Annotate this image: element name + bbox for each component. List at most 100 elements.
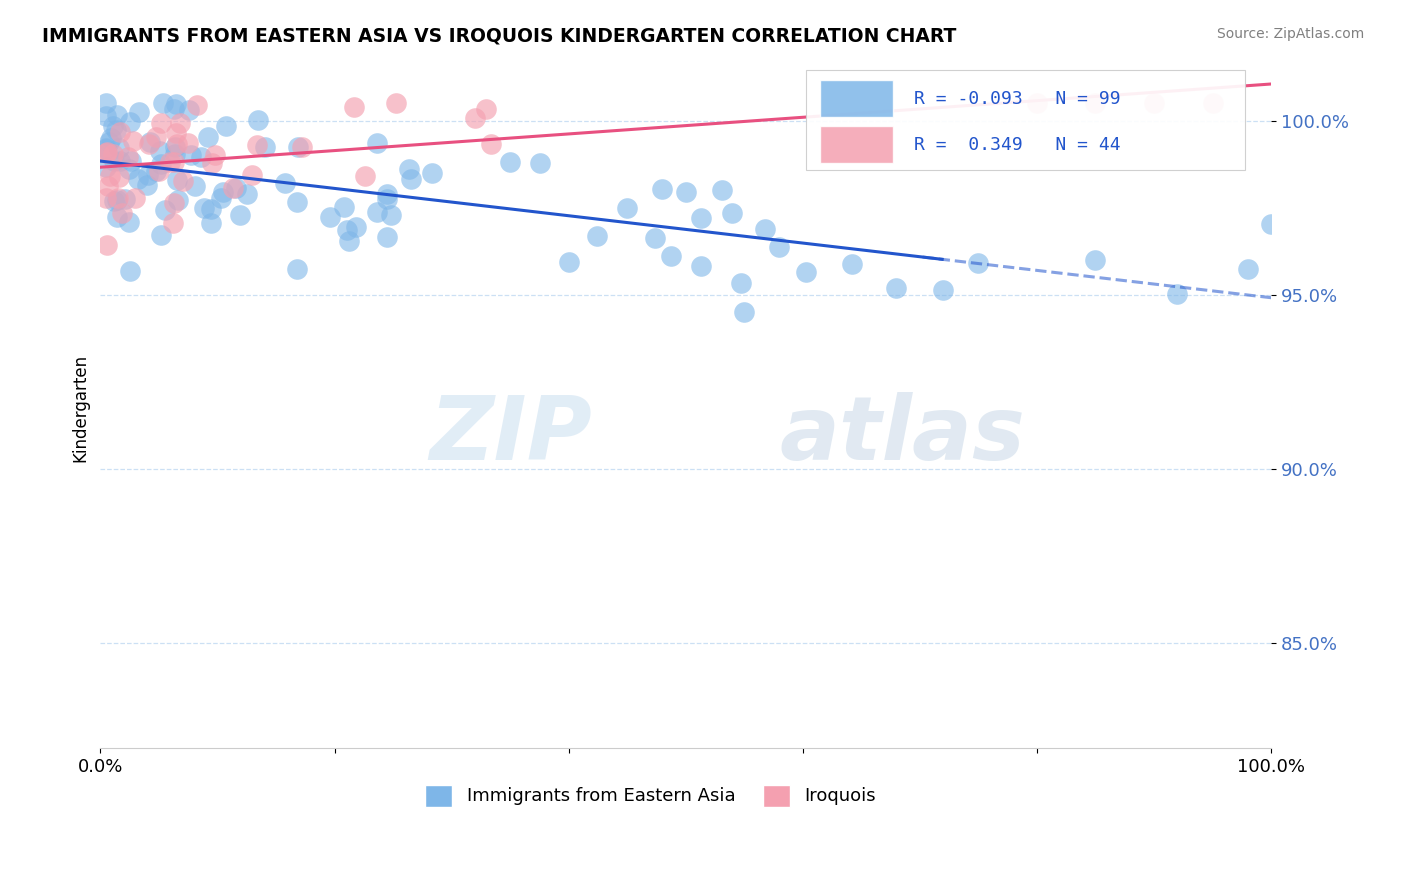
Point	[711, 183, 734, 197]
Point	[1260, 217, 1282, 231]
Point	[675, 185, 697, 199]
Point	[246, 113, 269, 128]
Point	[240, 168, 263, 182]
Point	[111, 206, 134, 220]
Point	[186, 98, 208, 112]
Point	[104, 122, 127, 136]
Point	[768, 240, 790, 254]
Point	[274, 176, 297, 190]
Point	[1166, 287, 1188, 301]
Point	[385, 96, 408, 111]
Point	[229, 208, 252, 222]
Text: IMMIGRANTS FROM EASTERN ASIA VS IROQUOIS KINDERGARTEN CORRELATION CHART: IMMIGRANTS FROM EASTERN ASIA VS IROQUOIS…	[42, 27, 956, 45]
Text: atlas: atlas	[779, 392, 1025, 479]
Point	[366, 136, 388, 151]
Point	[107, 191, 129, 205]
Point	[529, 156, 551, 170]
Point	[145, 130, 167, 145]
Point	[319, 211, 342, 225]
Point	[377, 192, 399, 206]
Point	[1201, 96, 1223, 111]
Point	[932, 283, 955, 297]
Point	[148, 145, 170, 159]
Bar	[806, 70, 1246, 170]
Point	[380, 208, 402, 222]
Point	[138, 137, 160, 152]
Point	[103, 153, 125, 168]
Point	[101, 147, 124, 161]
Point	[343, 100, 366, 114]
Point	[339, 234, 361, 248]
Point	[96, 96, 118, 111]
Point	[159, 155, 181, 169]
Point	[179, 103, 201, 118]
Point	[644, 231, 666, 245]
Point	[103, 194, 125, 208]
Point	[254, 140, 277, 154]
Point	[200, 202, 222, 216]
Point	[197, 129, 219, 144]
Point	[120, 115, 142, 129]
Point	[167, 193, 190, 207]
Point	[720, 206, 742, 220]
Point	[333, 200, 356, 214]
Point	[149, 227, 172, 242]
Point	[177, 136, 200, 150]
Point	[165, 97, 187, 112]
Point	[200, 216, 222, 230]
Point	[1236, 262, 1258, 277]
Point	[96, 145, 118, 160]
Point	[96, 237, 118, 252]
Point	[96, 140, 118, 154]
Text: R = -0.093   N = 99: R = -0.093 N = 99	[914, 90, 1121, 108]
Point	[100, 131, 122, 145]
Point	[841, 257, 863, 271]
Point	[96, 160, 118, 174]
Point	[150, 157, 173, 171]
Point	[136, 168, 159, 182]
Point	[165, 147, 187, 161]
Point	[152, 96, 174, 111]
Point	[96, 145, 118, 159]
Point	[105, 107, 128, 121]
Point	[344, 220, 367, 235]
Point	[162, 216, 184, 230]
Point	[107, 140, 129, 154]
Point	[1084, 96, 1107, 111]
Point	[479, 136, 502, 151]
Point	[149, 115, 172, 129]
Point	[730, 277, 752, 291]
Point	[98, 169, 121, 183]
Point	[139, 135, 162, 149]
Point	[336, 223, 359, 237]
Point	[285, 195, 308, 210]
Point	[172, 174, 194, 188]
Point	[474, 102, 496, 116]
Point	[96, 191, 118, 205]
Point	[148, 164, 170, 178]
Text: Source: ZipAtlas.com: Source: ZipAtlas.com	[1216, 27, 1364, 41]
Point	[169, 116, 191, 130]
Point	[117, 150, 139, 164]
Bar	[820, 80, 893, 118]
Point	[101, 120, 124, 134]
Point	[1143, 96, 1166, 111]
Point	[120, 153, 142, 168]
Point	[108, 169, 131, 184]
Point	[163, 195, 186, 210]
Point	[118, 161, 141, 176]
Point	[128, 105, 150, 120]
Point	[689, 211, 711, 225]
Point	[366, 204, 388, 219]
Point	[398, 162, 420, 177]
Point	[105, 211, 128, 225]
Point	[165, 126, 187, 140]
Point	[114, 192, 136, 206]
Bar	[820, 126, 893, 163]
Point	[420, 166, 443, 180]
Point	[733, 304, 755, 318]
Point	[1026, 96, 1049, 111]
Point	[127, 172, 149, 186]
Point	[108, 125, 131, 139]
Point	[616, 201, 638, 215]
